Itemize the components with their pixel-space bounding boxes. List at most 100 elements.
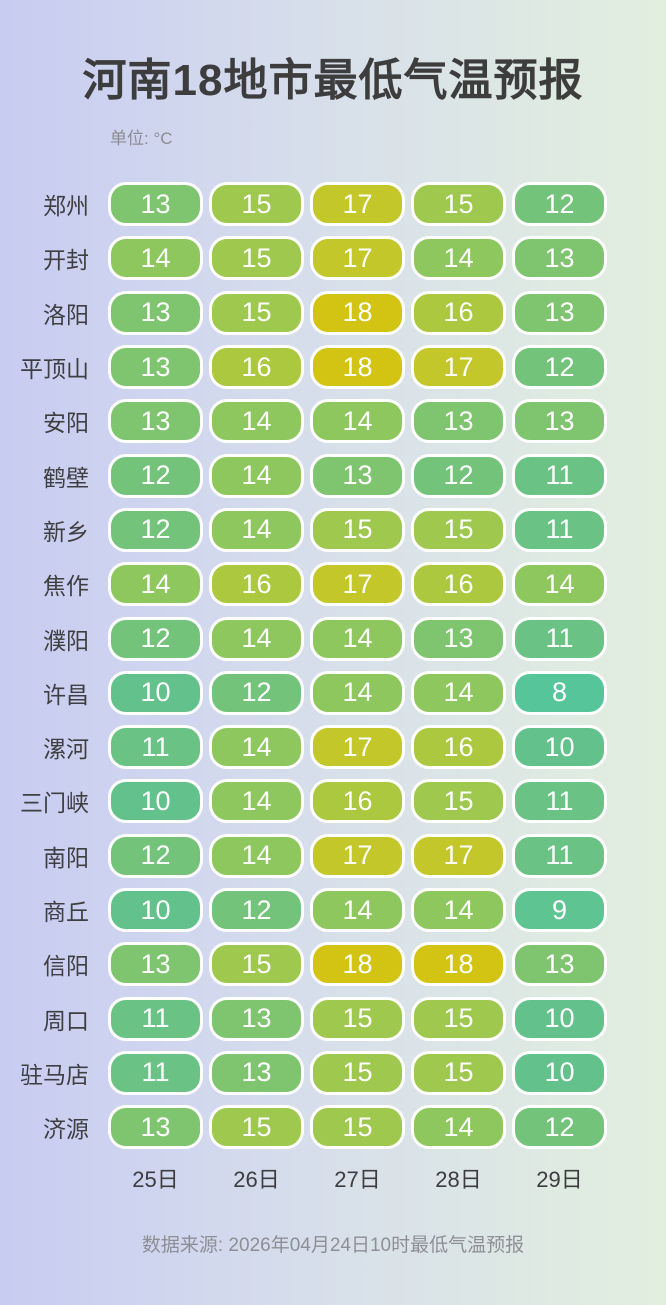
temp-cell: 13	[408, 399, 509, 444]
temp-cell: 12	[509, 182, 610, 227]
temp-cell: 10	[509, 996, 610, 1041]
temp-pill: 14	[310, 670, 405, 715]
temp-pill: 13	[108, 345, 203, 390]
city-label: 漯河	[43, 736, 89, 763]
temp-pill: 12	[512, 1105, 607, 1150]
temp-cell: 12	[509, 345, 610, 390]
temp-cell: 15	[206, 1105, 307, 1150]
temp-pill: 15	[310, 1105, 405, 1150]
unit-label: 单位: °C	[110, 129, 173, 148]
temp-pill: 12	[209, 888, 304, 932]
temp-pill: 13	[108, 1105, 203, 1150]
temp-pill: 13	[512, 399, 607, 444]
temp-pill: 17	[310, 725, 405, 770]
temp-pill: 13	[108, 399, 203, 444]
temp-pill: 13	[108, 182, 203, 227]
temp-cell: 15	[206, 182, 307, 227]
temp-cell: 15	[307, 996, 408, 1041]
table-row: 新乡 12 14 15 15 11	[0, 503, 666, 557]
temp-cell: 10	[105, 888, 206, 932]
temp-pill: 14	[411, 236, 506, 281]
temp-pill: 14	[108, 236, 203, 281]
temp-pill: 14	[209, 399, 304, 444]
temp-cell: 10	[105, 779, 206, 824]
table-row: 济源 13 15 15 14 12	[0, 1100, 666, 1154]
temp-cell: 14	[307, 616, 408, 661]
temp-pill: 13	[512, 290, 607, 335]
temp-pill: 14	[209, 616, 304, 661]
city-label: 濮阳	[43, 627, 89, 654]
temp-cell: 14	[307, 670, 408, 715]
temp-pill: 8	[512, 670, 607, 715]
temp-cell: 12	[509, 1105, 610, 1150]
temp-cell: 13	[105, 345, 206, 390]
temp-pill: 15	[209, 236, 304, 281]
city-label: 安阳	[43, 410, 89, 437]
temp-pill: 12	[108, 507, 203, 552]
temp-pill: 18	[310, 345, 405, 390]
date-axis-spacer	[0, 1162, 105, 1194]
temp-cell: 9	[509, 888, 610, 932]
temp-pill: 15	[209, 942, 304, 987]
temp-cell: 13	[105, 290, 206, 335]
temp-pill: 17	[310, 562, 405, 607]
temp-cell: 14	[105, 236, 206, 281]
temp-cell: 13	[509, 942, 610, 987]
temp-cell: 13	[105, 1105, 206, 1150]
temp-cell: 16	[408, 725, 509, 770]
temp-pill: 13	[209, 1050, 304, 1095]
temp-cell: 18	[307, 290, 408, 335]
temp-cell: 17	[307, 182, 408, 227]
table-row: 焦作 14 16 17 16 14	[0, 557, 666, 611]
temp-pill: 16	[411, 562, 506, 607]
date-axis: 25日 26日 27日 28日 29日	[0, 1162, 666, 1194]
temp-cell: 13	[206, 996, 307, 1041]
temp-pill: 16	[411, 725, 506, 770]
temp-pill: 12	[411, 453, 506, 498]
temp-pill: 16	[411, 290, 506, 335]
temp-cell: 11	[105, 1050, 206, 1095]
temp-cell: 14	[509, 562, 610, 607]
table-row: 驻马店 11 13 15 15 10	[0, 1046, 666, 1100]
temp-cell: 15	[408, 507, 509, 552]
table-row: 郑州 13 15 17 15 12	[0, 177, 666, 231]
temp-cell: 13	[509, 290, 610, 335]
data-source-note: 数据来源: 2026年04月24日10时最低气温预报	[141, 1235, 525, 1257]
temp-cell: 12	[206, 670, 307, 715]
temp-pill: 18	[310, 290, 405, 335]
temp-pill: 9	[512, 888, 607, 932]
city-label: 鹤壁	[43, 464, 89, 491]
temp-pill: 11	[108, 996, 203, 1041]
temp-cell: 14	[206, 779, 307, 824]
temp-cell: 17	[408, 833, 509, 878]
city-label: 商丘	[43, 899, 89, 925]
page-title: 河南18地市最低气温预报	[82, 56, 584, 105]
temp-pill: 12	[108, 453, 203, 498]
city-label: 焦作	[43, 573, 89, 600]
temp-cell: 17	[307, 725, 408, 770]
city-label: 南阳	[43, 844, 89, 871]
date-label: 29日	[536, 1167, 583, 1193]
temp-pill: 11	[512, 507, 607, 552]
table-row: 开封 14 15 17 14 13	[0, 231, 666, 285]
temp-pill: 10	[108, 779, 203, 824]
forecast-table-body: 郑州 13 15 17 15 12 开封 14 15 17 14 13 洛阳 13 15 18 16 13 平顶山 1…	[0, 177, 666, 1154]
temp-cell: 16	[408, 562, 509, 607]
temp-pill: 13	[411, 616, 506, 661]
temp-pill: 16	[310, 779, 405, 824]
temp-cell: 18	[307, 942, 408, 987]
temp-pill: 11	[108, 725, 203, 770]
temp-cell: 13	[105, 399, 206, 444]
temp-cell: 15	[206, 236, 307, 281]
temp-pill: 14	[209, 453, 304, 498]
temp-cell: 15	[408, 1050, 509, 1095]
city-label: 洛阳	[43, 301, 89, 328]
temp-cell: 14	[307, 399, 408, 444]
temp-pill: 10	[108, 670, 203, 715]
temp-pill: 14	[411, 670, 506, 715]
temp-cell: 17	[307, 562, 408, 607]
city-label: 三门峡	[20, 790, 89, 817]
temp-pill: 10	[512, 725, 607, 770]
temp-pill: 14	[209, 725, 304, 770]
date-label: 26日	[233, 1167, 280, 1193]
